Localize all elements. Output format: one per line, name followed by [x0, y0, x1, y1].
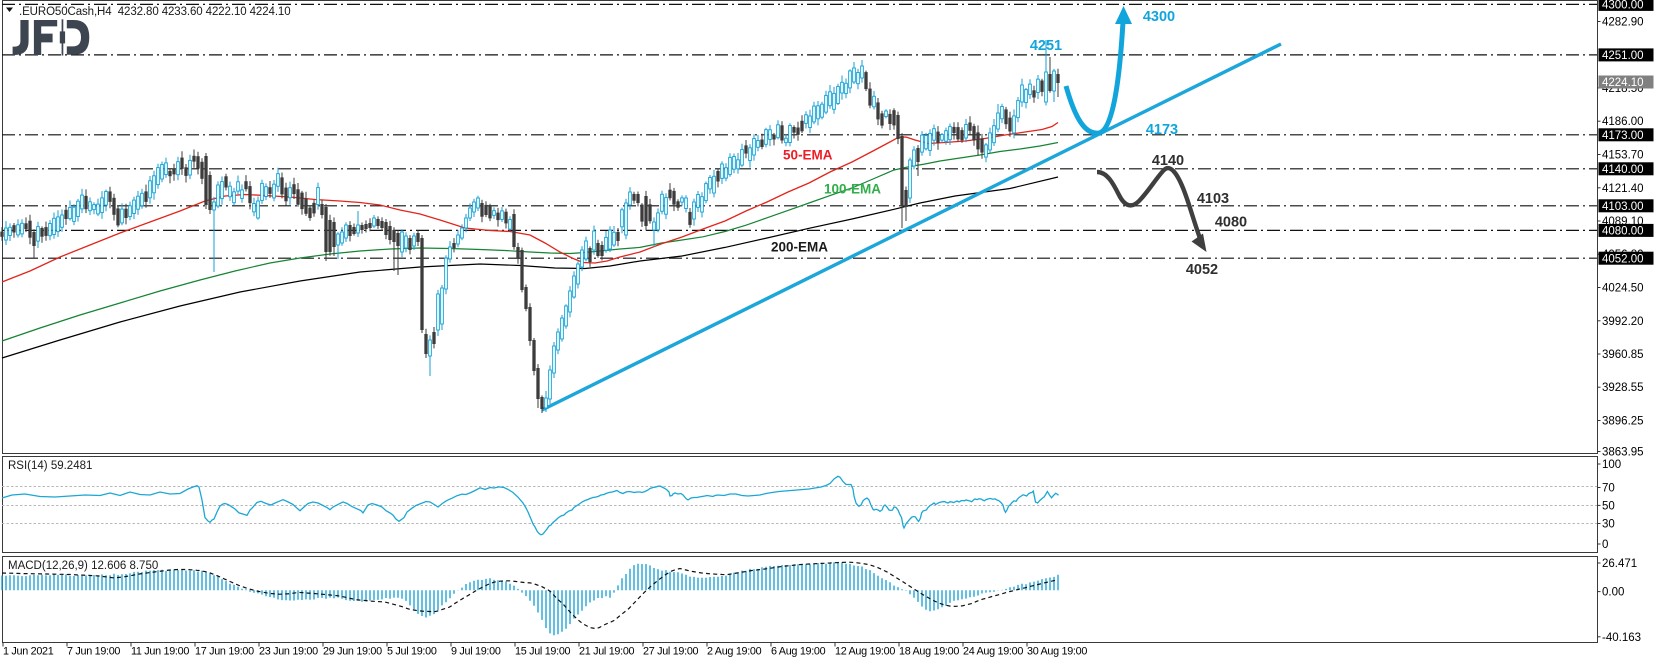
svg-text:12 Aug 19:00: 12 Aug 19:00 [835, 646, 895, 658]
svg-text:.EURO50Cash,H4 4232.80 4233.6: .EURO50Cash,H4 4232.80 4233.60 4222.10 4… [19, 6, 291, 18]
svg-text:-40.163: -40.163 [1602, 632, 1641, 644]
svg-text:15 Jul 19:00: 15 Jul 19:00 [515, 646, 571, 658]
svg-text:4052: 4052 [1186, 262, 1218, 278]
svg-text:70: 70 [1602, 483, 1615, 495]
svg-text:2 Aug 19:00: 2 Aug 19:00 [707, 646, 762, 658]
svg-text:4052.00: 4052.00 [1602, 253, 1644, 265]
svg-text:1 Jun 2021: 1 Jun 2021 [3, 646, 54, 658]
svg-text:4224.10: 4224.10 [1602, 77, 1644, 89]
svg-text:200-EMA: 200-EMA [771, 240, 828, 255]
svg-text:4080: 4080 [1215, 215, 1247, 231]
svg-text:3928.55: 3928.55 [1602, 382, 1644, 394]
svg-text:0: 0 [1602, 539, 1608, 551]
svg-text:30: 30 [1602, 519, 1615, 531]
svg-text:23 Jun 19:00: 23 Jun 19:00 [259, 646, 318, 658]
svg-text:30 Aug 19:00: 30 Aug 19:00 [1027, 646, 1087, 658]
svg-text:3896.25: 3896.25 [1602, 416, 1644, 428]
svg-text:0.00: 0.00 [1602, 587, 1624, 599]
svg-text:26.471: 26.471 [1602, 558, 1637, 570]
svg-text:9 Jul 19:00: 9 Jul 19:00 [451, 646, 501, 658]
svg-text:6 Aug 19:00: 6 Aug 19:00 [771, 646, 826, 658]
svg-text:5 Jul 19:00: 5 Jul 19:00 [387, 646, 437, 658]
svg-text:100: 100 [1602, 459, 1621, 471]
svg-text:4186.00: 4186.00 [1602, 116, 1644, 128]
svg-text:4282.90: 4282.90 [1602, 17, 1644, 29]
svg-text:3992.20: 3992.20 [1602, 316, 1644, 328]
svg-text:3960.85: 3960.85 [1602, 349, 1644, 361]
svg-text:4173: 4173 [1146, 122, 1178, 138]
svg-text:4080.00: 4080.00 [1602, 226, 1644, 238]
svg-text:4251: 4251 [1030, 38, 1062, 54]
svg-text:4140.00: 4140.00 [1602, 164, 1644, 176]
svg-text:50: 50 [1602, 500, 1615, 512]
svg-text:RSI(14) 59.2481: RSI(14) 59.2481 [8, 460, 92, 472]
svg-text:4300: 4300 [1143, 9, 1175, 25]
svg-text:7 Jun 19:00: 7 Jun 19:00 [67, 646, 120, 658]
svg-text:4024.50: 4024.50 [1602, 283, 1644, 295]
svg-text:50-EMA: 50-EMA [783, 148, 833, 163]
svg-text:4251.00: 4251.00 [1602, 50, 1644, 62]
svg-text:3863.95: 3863.95 [1602, 447, 1644, 459]
svg-text:4153.70: 4153.70 [1602, 150, 1644, 162]
svg-text:MACD(12,26,9) 12.606 8.750: MACD(12,26,9) 12.606 8.750 [8, 560, 158, 572]
svg-text:17 Jun 19:00: 17 Jun 19:00 [195, 646, 254, 658]
svg-text:4121.40: 4121.40 [1602, 183, 1644, 195]
svg-text:4103.00: 4103.00 [1602, 201, 1644, 213]
svg-text:21 Jul 19:00: 21 Jul 19:00 [579, 646, 635, 658]
svg-text:18 Aug 19:00: 18 Aug 19:00 [899, 646, 959, 658]
svg-text:29 Jun 19:00: 29 Jun 19:00 [323, 646, 382, 658]
svg-text:100-EMA: 100-EMA [824, 182, 881, 197]
svg-text:4300.00: 4300.00 [1602, 0, 1644, 12]
svg-text:4173.00: 4173.00 [1602, 130, 1644, 142]
svg-text:4103: 4103 [1197, 191, 1229, 207]
svg-text:24 Aug 19:00: 24 Aug 19:00 [963, 646, 1023, 658]
svg-text:4140: 4140 [1152, 153, 1184, 169]
svg-text:11 Jun 19:00: 11 Jun 19:00 [131, 646, 189, 658]
svg-text:27 Jul 19:00: 27 Jul 19:00 [643, 646, 699, 658]
